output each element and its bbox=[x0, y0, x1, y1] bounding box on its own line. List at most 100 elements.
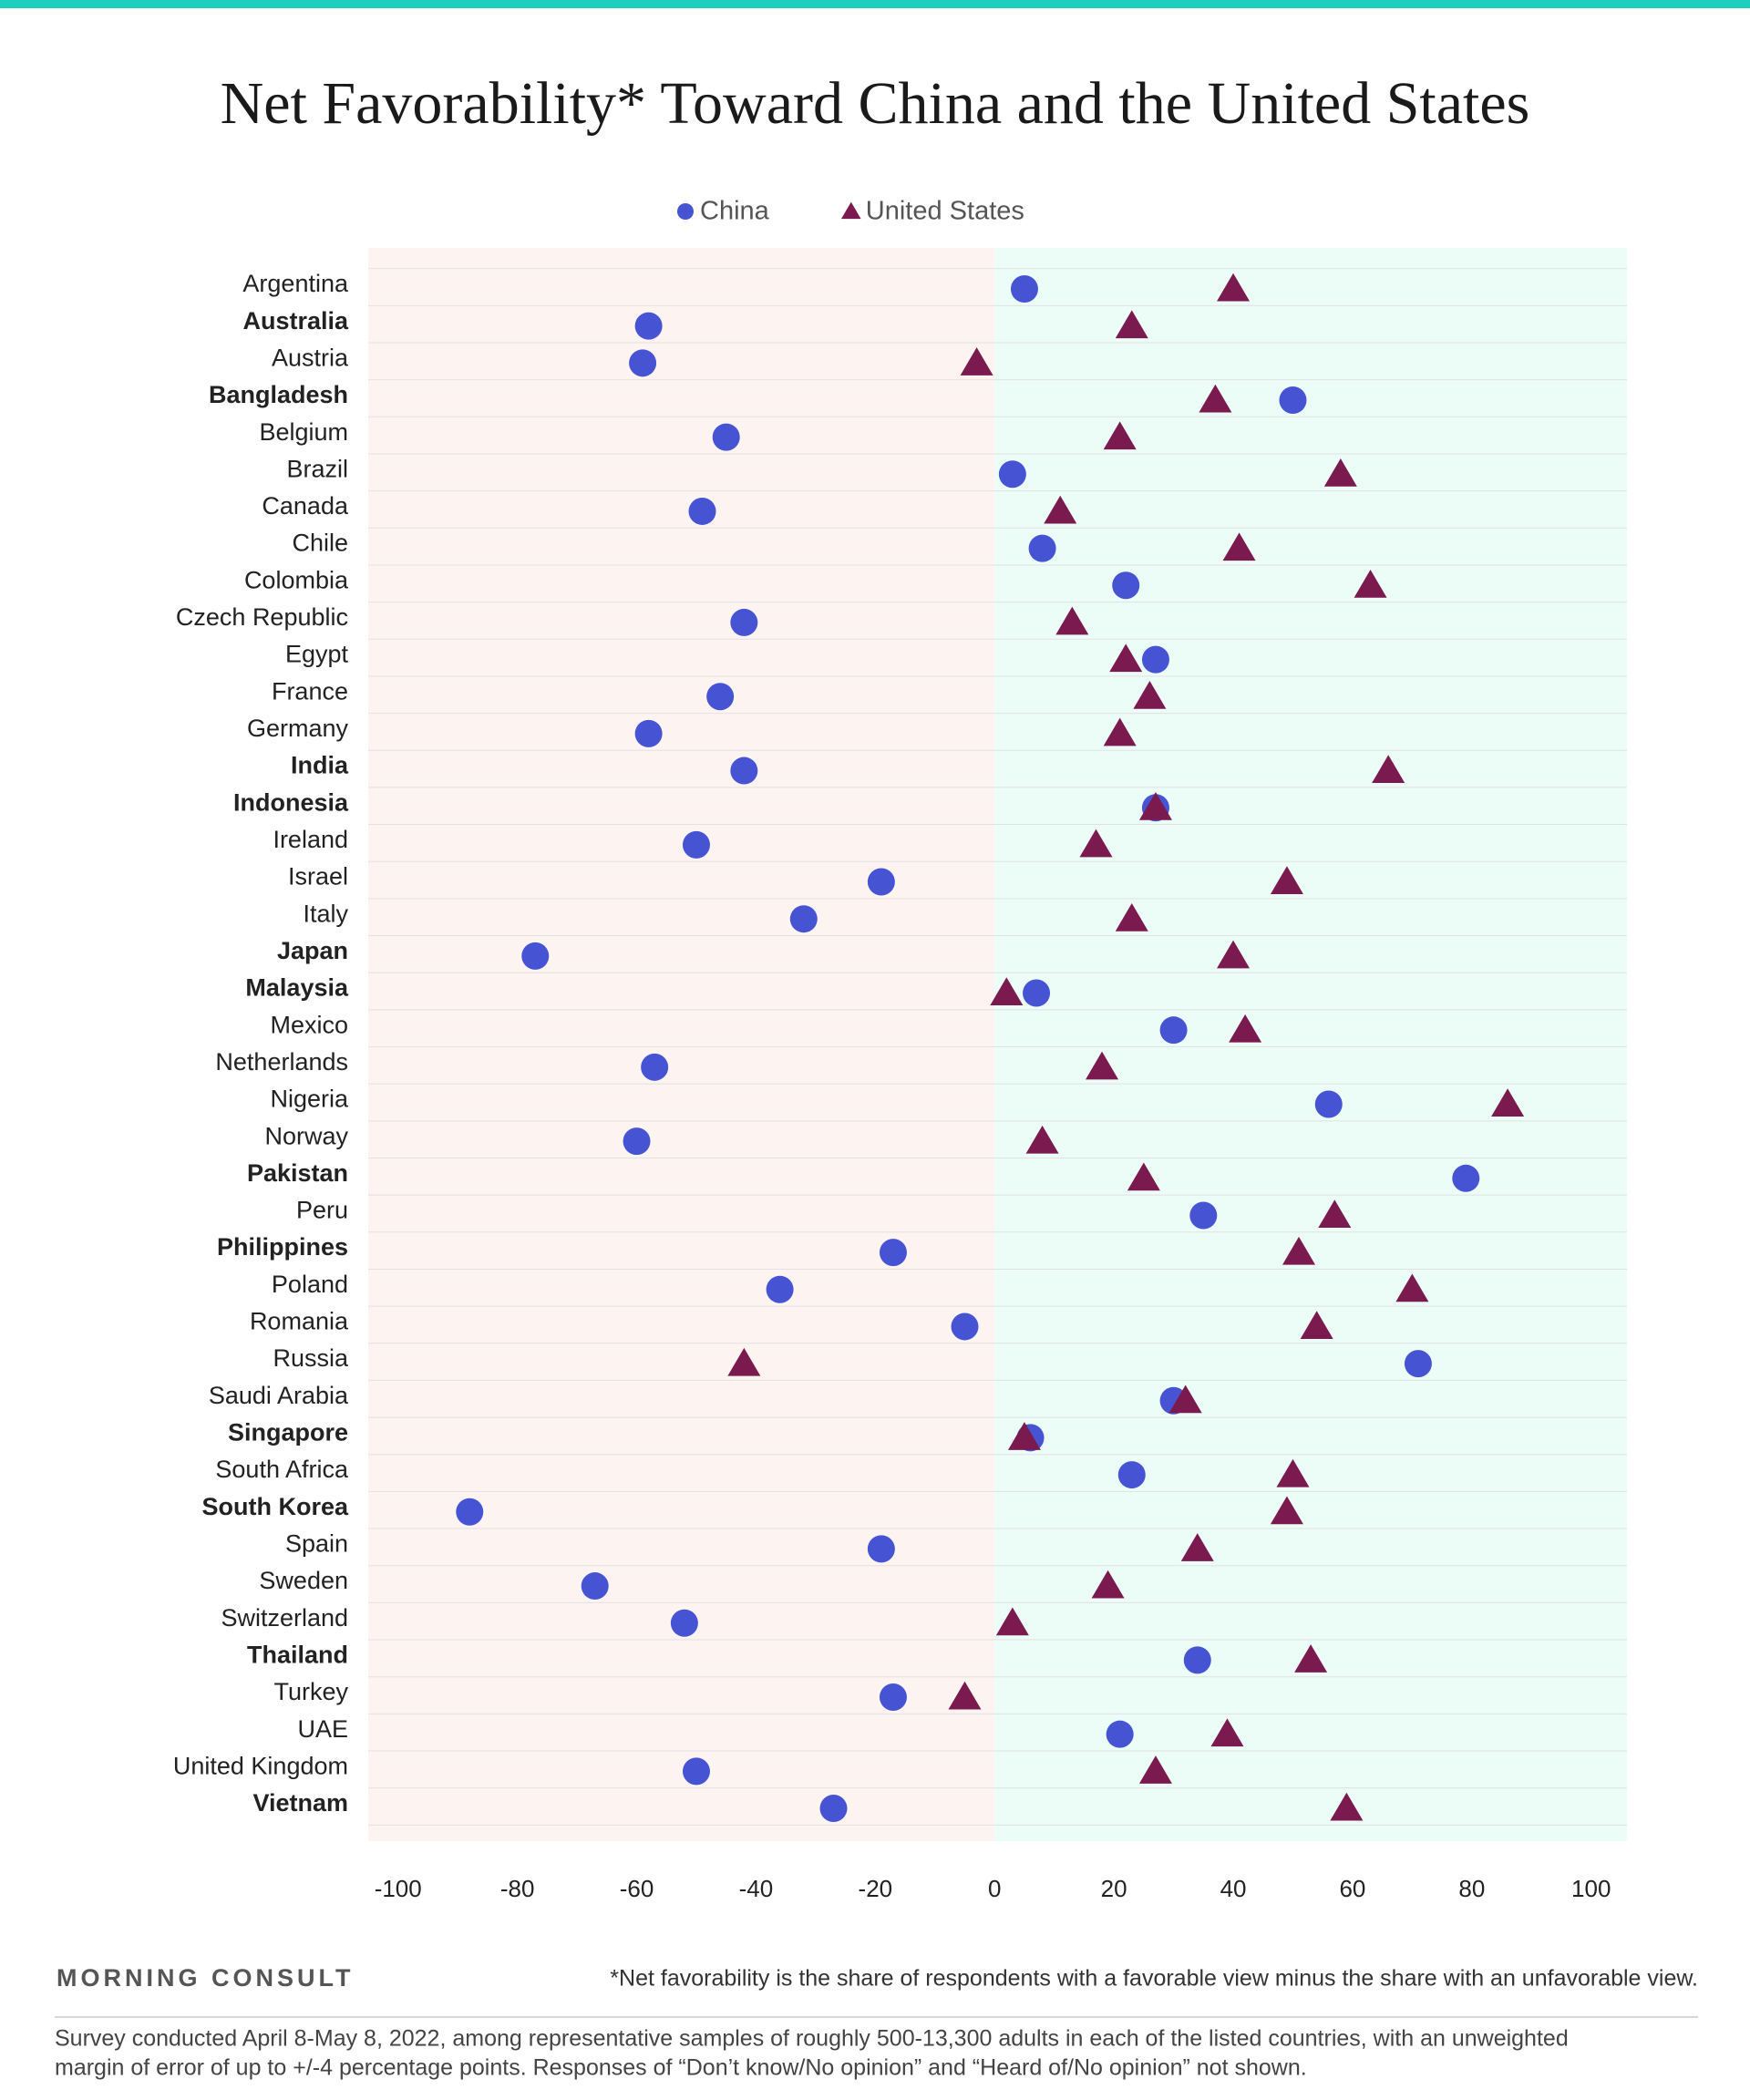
dot bbox=[1112, 571, 1140, 600]
dot bbox=[629, 349, 657, 377]
y-tick-label: Germany bbox=[247, 715, 349, 742]
y-tick-label: Australia bbox=[242, 307, 349, 335]
y-tick-label: Singapore bbox=[228, 1419, 348, 1446]
brand: MORNING CONSULT bbox=[57, 1964, 354, 1992]
triangle bbox=[1055, 606, 1089, 635]
triangle bbox=[727, 1347, 761, 1376]
x-tick-label: -100 bbox=[375, 1875, 422, 1902]
y-tick-label: Argentina bbox=[242, 270, 349, 297]
dot bbox=[1106, 1720, 1134, 1748]
y-tick-label: Malaysia bbox=[245, 974, 349, 1002]
dot bbox=[677, 203, 694, 220]
triangle bbox=[1210, 1718, 1244, 1747]
dot bbox=[879, 1683, 907, 1712]
dot bbox=[1189, 1201, 1218, 1230]
triangle bbox=[1127, 1162, 1160, 1191]
dot bbox=[867, 868, 895, 896]
y-tick-label: Russia bbox=[273, 1344, 349, 1372]
triangle bbox=[1276, 1458, 1310, 1488]
y-tick-label: Poland bbox=[272, 1271, 348, 1298]
triangle bbox=[1079, 829, 1113, 858]
y-tick-label: Norway bbox=[264, 1122, 348, 1149]
x-tick-label: -60 bbox=[620, 1875, 654, 1902]
dot bbox=[879, 1239, 907, 1267]
triangle bbox=[1086, 1051, 1119, 1080]
y-tick-label: South Korea bbox=[201, 1493, 348, 1520]
y-tick-label: Pakistan bbox=[247, 1159, 348, 1187]
y-tick-label: Turkey bbox=[273, 1678, 348, 1705]
legend-label: United States bbox=[866, 197, 1024, 226]
triangle bbox=[1103, 717, 1137, 746]
triangle bbox=[1115, 902, 1148, 932]
triangle bbox=[1323, 458, 1357, 487]
y-tick-label: Philippines bbox=[217, 1233, 348, 1261]
dot bbox=[951, 1312, 979, 1341]
dot bbox=[819, 1795, 848, 1822]
y-tick-label: Netherlands bbox=[215, 1048, 348, 1076]
source: margin of error of up to +/-4 percentage… bbox=[55, 2055, 1307, 2081]
dot bbox=[670, 1609, 698, 1637]
triangle bbox=[1115, 310, 1148, 339]
dot bbox=[581, 1572, 609, 1601]
triangle bbox=[990, 977, 1024, 1006]
dot bbox=[1023, 979, 1051, 1007]
triangle bbox=[1300, 1311, 1333, 1339]
triangle bbox=[1217, 940, 1251, 969]
dot bbox=[1183, 1646, 1211, 1674]
y-tick-label: Israel bbox=[288, 863, 348, 890]
dot bbox=[1010, 275, 1038, 303]
dot bbox=[634, 312, 663, 340]
dot bbox=[634, 719, 663, 747]
triangle bbox=[1294, 1644, 1328, 1673]
triangle bbox=[1044, 495, 1077, 524]
y-tick-label: Romania bbox=[250, 1308, 349, 1335]
triangle bbox=[1217, 273, 1251, 302]
y-tick-label: Vietnam bbox=[252, 1789, 348, 1817]
dot bbox=[641, 1053, 669, 1081]
dot bbox=[682, 1757, 710, 1786]
dot bbox=[766, 1275, 794, 1303]
dot bbox=[1117, 1461, 1146, 1489]
y-tick-label: Indonesia bbox=[233, 788, 349, 816]
triangle bbox=[995, 1607, 1029, 1636]
y-tick-label: South Africa bbox=[215, 1456, 349, 1483]
x-tick-label: 20 bbox=[1101, 1875, 1127, 1902]
x-tick-label: -80 bbox=[500, 1875, 535, 1902]
dot bbox=[998, 460, 1026, 489]
dot bbox=[712, 423, 740, 451]
dot bbox=[1159, 1016, 1188, 1045]
y-tick-label: Nigeria bbox=[270, 1086, 349, 1113]
triangle bbox=[960, 347, 993, 376]
y-tick-label: France bbox=[272, 677, 348, 705]
x-tick-label: 100 bbox=[1571, 1875, 1611, 1902]
y-tick-label: UAE bbox=[297, 1715, 348, 1743]
triangle bbox=[1318, 1199, 1352, 1228]
triangle bbox=[1138, 791, 1172, 820]
dot bbox=[789, 905, 818, 933]
triangle bbox=[1354, 570, 1387, 598]
dot bbox=[521, 942, 550, 970]
triangle bbox=[1025, 1125, 1059, 1154]
triangle bbox=[1138, 1755, 1172, 1784]
y-tick-label: Brazil bbox=[286, 455, 348, 482]
y-tick-label: Chile bbox=[292, 530, 348, 557]
y-tick-label: Switzerland bbox=[221, 1604, 348, 1632]
y-tick-label: Bangladesh bbox=[209, 381, 348, 408]
dot bbox=[456, 1498, 484, 1526]
y-tick-label: Mexico bbox=[270, 1011, 348, 1038]
dot bbox=[706, 683, 735, 711]
triangle bbox=[1180, 1533, 1214, 1561]
x-tick-label: 60 bbox=[1339, 1875, 1365, 1902]
triangle bbox=[1270, 866, 1303, 895]
dot bbox=[730, 608, 758, 636]
top-bar bbox=[0, 0, 1750, 8]
triangle bbox=[1133, 680, 1167, 709]
y-tick-label: Colombia bbox=[244, 566, 349, 593]
x-tick-label: 0 bbox=[988, 1875, 1001, 1902]
y-tick-label: Thailand bbox=[247, 1641, 348, 1668]
dot bbox=[1314, 1090, 1343, 1118]
y-tick-label: United Kingdom bbox=[173, 1752, 348, 1779]
dot bbox=[688, 497, 716, 525]
triangle bbox=[948, 1681, 982, 1710]
